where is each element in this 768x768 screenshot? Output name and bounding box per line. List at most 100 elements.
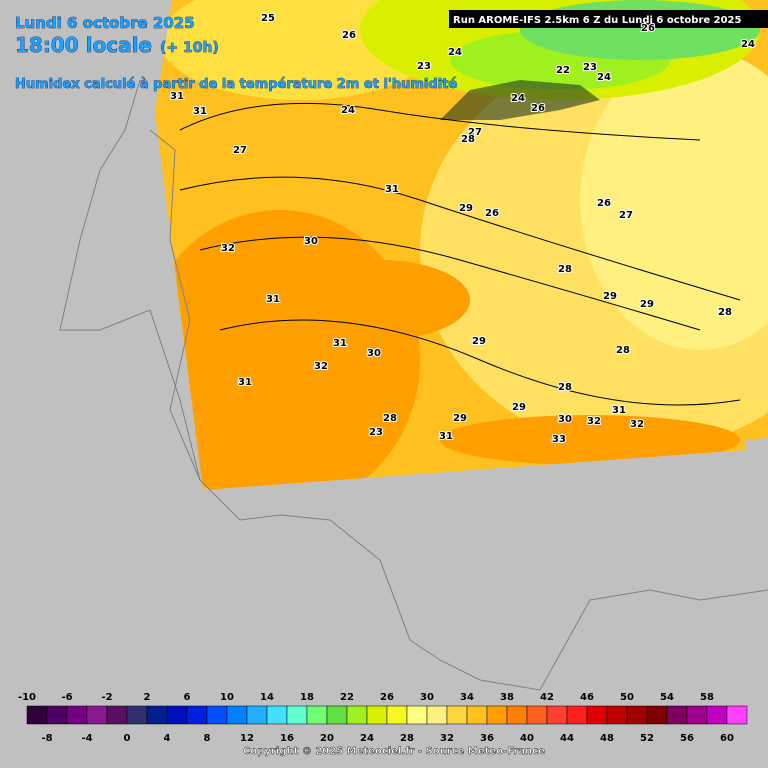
contour-label: 30	[558, 414, 572, 425]
run-box	[449, 10, 768, 28]
contour-label: 29	[453, 413, 467, 424]
contour-label: 30	[304, 236, 318, 247]
legend-label: -8	[41, 733, 52, 744]
contour-label: 29	[603, 291, 617, 302]
legend-swatch	[726, 705, 748, 725]
legend-label: 24	[360, 733, 374, 744]
legend-swatch	[46, 705, 68, 725]
contour-label: 29	[459, 203, 473, 214]
contour-label: 33	[552, 434, 566, 445]
legend-swatch	[526, 705, 548, 725]
legend-label: 0	[124, 733, 131, 744]
run-label: Run AROME-IFS 2.5km 6 Z du Lundi 6 octob…	[453, 15, 742, 26]
legend-swatch	[86, 705, 108, 725]
contour-label: 29	[472, 336, 486, 347]
legend-swatch	[426, 705, 448, 725]
legend-label: 10	[220, 692, 234, 703]
legend-swatch	[166, 705, 188, 725]
legend-swatch	[306, 705, 328, 725]
borders	[59, 79, 768, 691]
contour-label: 31	[238, 377, 252, 388]
legend-swatch	[186, 705, 208, 725]
legend-swatch	[206, 705, 228, 725]
legend-swatch	[246, 705, 268, 725]
contour-label: 32	[630, 419, 644, 430]
contour-label: 31	[385, 184, 399, 195]
legend-swatch	[466, 705, 488, 725]
legend-label: 32	[440, 733, 454, 744]
contour-label: 26	[641, 23, 655, 34]
contour-label: 31	[266, 294, 280, 305]
legend-label: 42	[540, 692, 554, 703]
contour-label: 24	[741, 39, 755, 50]
humidex-field	[155, 0, 768, 490]
legend-swatch	[566, 705, 588, 725]
legend-label: 20	[320, 733, 334, 744]
legend-label: 50	[620, 692, 634, 703]
legend-label: -4	[81, 733, 92, 744]
legend-label: 4	[164, 733, 171, 744]
legend-swatch	[586, 705, 608, 725]
legend-swatch	[666, 705, 688, 725]
contour-label: 28	[558, 382, 572, 393]
contour-label: 31	[333, 338, 347, 349]
contour-label: 31	[439, 431, 453, 442]
legend-label: 22	[340, 692, 354, 703]
legend-label: 60	[720, 733, 734, 744]
legend-label: 6	[184, 692, 191, 703]
contour-label: 32	[221, 243, 235, 254]
legend-swatch	[446, 705, 468, 725]
contour-label: 24	[448, 47, 462, 58]
legend-swatch	[66, 705, 88, 725]
contour-label: 28	[718, 307, 732, 318]
legend-swatch	[486, 705, 508, 725]
contour-label: 31	[612, 405, 626, 416]
legend-label: 28	[400, 733, 414, 744]
legend-swatch	[286, 705, 308, 725]
legend-label: 58	[700, 692, 714, 703]
copyright: Copyright © 2025 Meteociel.fr - Source M…	[243, 746, 545, 757]
legend-label: 52	[640, 733, 654, 744]
contour-label: 26	[342, 30, 356, 41]
legend-label: 34	[460, 692, 474, 703]
legend-label: -10	[18, 692, 36, 703]
legend-swatch	[226, 705, 248, 725]
contour-label: 26	[531, 103, 545, 114]
contour-label: 23	[369, 427, 383, 438]
legend-label: 2	[144, 692, 151, 703]
contour-label: 28	[383, 413, 397, 424]
date: Lundi 6 octobre 2025	[15, 14, 195, 32]
contour-label: 30	[367, 348, 381, 359]
contour-label: 23	[583, 62, 597, 73]
legend-label: 44	[560, 733, 574, 744]
legend-swatch	[386, 705, 408, 725]
legend-label: -6	[61, 692, 72, 703]
legend-label: 18	[300, 692, 314, 703]
legend-swatch	[366, 705, 388, 725]
legend-label: 40	[520, 733, 534, 744]
contour-label: 28	[558, 264, 572, 275]
legend-label: 46	[580, 692, 594, 703]
legend-label: 12	[240, 733, 254, 744]
contour-label: 24	[597, 72, 611, 83]
legend-swatch	[326, 705, 348, 725]
legend-swatch	[126, 705, 148, 725]
legend-label: 14	[260, 692, 274, 703]
legend-swatch	[646, 705, 668, 725]
contour-label: 26	[485, 208, 499, 219]
time: 18:00 locale	[15, 33, 152, 57]
legend-swatch	[346, 705, 368, 725]
legend-label: 38	[500, 692, 514, 703]
contour-label: 31	[170, 91, 184, 102]
legend-swatch	[686, 705, 708, 725]
legend-swatch	[546, 705, 568, 725]
contour-label: 25	[261, 13, 275, 24]
legend-label: 26	[380, 692, 394, 703]
legend-label: 8	[204, 733, 211, 744]
contour-label: 28	[616, 345, 630, 356]
contour-label: 27	[233, 145, 247, 156]
legend-label: 56	[680, 733, 694, 744]
legend-label: 36	[480, 733, 494, 744]
